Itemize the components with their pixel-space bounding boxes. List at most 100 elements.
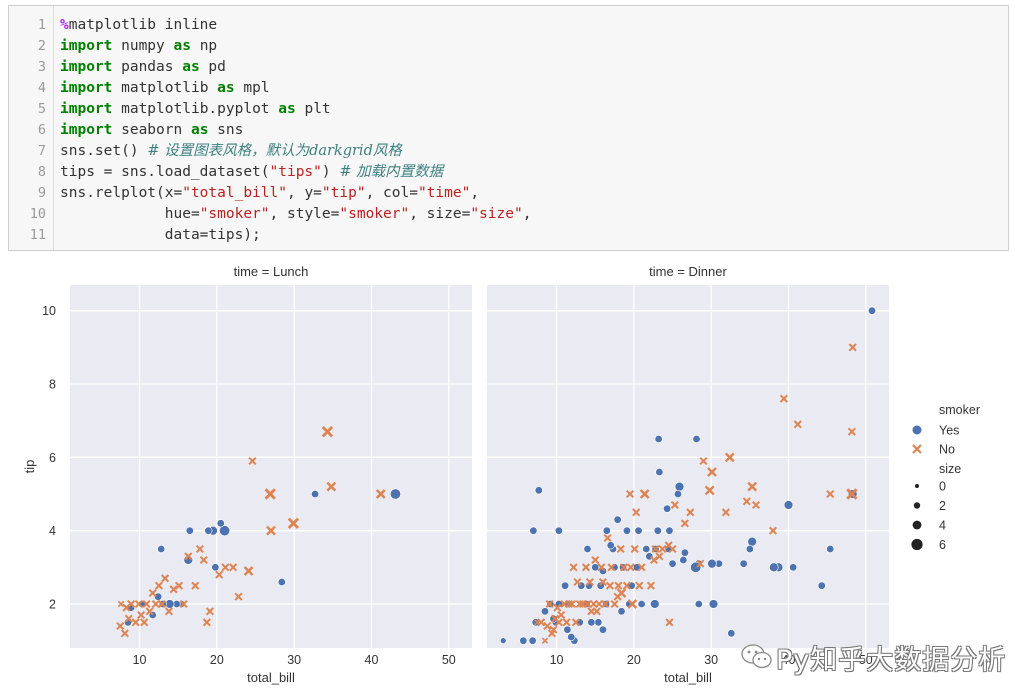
data-point-smoker-yes — [653, 526, 662, 535]
y-axis-label: tip — [22, 460, 37, 474]
data-point-smoker-no — [724, 452, 735, 463]
legend-hue-label: Yes — [939, 424, 959, 438]
x-tick-label: 30 — [287, 653, 301, 667]
data-point-smoker-no — [120, 629, 129, 638]
x-tick-label: 20 — [627, 653, 641, 667]
data-point-smoker-no — [557, 610, 566, 620]
code-token: sns.set() — [60, 143, 148, 159]
data-point-smoker-no — [215, 570, 224, 579]
code-line: 5 import matplotlib.pyplot as plt — [38, 99, 1004, 120]
data-point-smoker-yes — [540, 607, 549, 616]
code-line: 3 import pandas as pd — [38, 57, 1004, 78]
data-point-smoker-yes — [650, 599, 660, 609]
data-point-smoker-no — [140, 618, 149, 627]
data-point-smoker-yes — [587, 618, 596, 627]
data-point-smoker-no — [626, 563, 635, 572]
code-line: 7 sns.set() # 设置图表风格，默认为darkgrid风格 — [38, 141, 1004, 162]
data-point-smoker-no — [587, 607, 596, 616]
data-point-smoker-no — [622, 581, 631, 590]
data-point-smoker-yes — [613, 515, 622, 524]
line-number: 2 — [37, 38, 46, 54]
code-line: 10 hue="smoker", style="smoker", size="s… — [30, 204, 1004, 225]
code-line: 2 import numpy as np — [38, 36, 1004, 57]
data-point-smoker-no — [630, 544, 639, 554]
data-point-smoker-yes — [594, 618, 603, 627]
code-token: plt — [295, 101, 331, 117]
string-token: "smoker" — [199, 206, 270, 222]
data-point-smoker-yes — [529, 526, 538, 535]
data-point-smoker-yes — [204, 526, 213, 535]
data-point-smoker-no — [266, 525, 276, 536]
data-point-smoker-no — [545, 599, 554, 609]
code-token: sns — [208, 122, 244, 138]
code-token: pandas — [112, 59, 183, 75]
data-point-smoker-yes — [655, 468, 664, 477]
panel-background — [70, 285, 472, 648]
data-point-smoker-no — [655, 552, 664, 561]
facet-panel-dinner: 10 20 30 40 50 time = Dinner total_bill — [487, 264, 889, 685]
data-point-smoker-no — [541, 637, 549, 644]
data-point-smoker-no — [550, 614, 560, 623]
data-point-smoker-no — [569, 563, 578, 572]
data-point-smoker-yes — [598, 566, 607, 575]
data-point-smoker-no — [205, 607, 214, 616]
x-tick-label: 10 — [133, 653, 147, 667]
data-point-smoker-no — [625, 489, 635, 499]
data-point-smoker-no — [547, 629, 556, 638]
code-token: , — [522, 206, 532, 222]
data-point-smoker-yes — [707, 558, 717, 569]
data-point-smoker-yes — [591, 563, 600, 572]
comment-token: # 设置图表风格，默认为darkgrid风格 — [147, 143, 402, 159]
data-point-smoker-no — [179, 599, 188, 609]
code-token: matplotlib inline — [68, 17, 218, 33]
code-token: , style= — [269, 206, 340, 222]
keyword-token: as — [182, 59, 200, 75]
data-point-smoker-no — [779, 394, 788, 403]
data-point-smoker-yes — [567, 632, 576, 641]
data-point-smoker-no — [375, 489, 386, 499]
data-point-smoker-no — [605, 581, 614, 590]
data-point-smoker-no — [686, 508, 695, 517]
line-number: 9 — [37, 185, 46, 201]
data-point-smoker-no — [264, 488, 276, 500]
data-point-smoker-no — [632, 508, 641, 517]
x-tick-label: 20 — [210, 653, 224, 667]
facet-panel-lunch: 10 20 30 40 50 2 4 6 8 10 time = Lunch total_bill — [42, 264, 472, 685]
data-point-smoker-no — [747, 481, 758, 492]
data-point-smoker-no — [751, 500, 761, 510]
legend-size-label: 4 — [939, 519, 946, 533]
keyword-token: as — [173, 38, 191, 54]
code-token: numpy — [112, 38, 174, 54]
data-point-smoker-yes — [789, 563, 798, 572]
data-point-smoker-yes — [679, 555, 688, 564]
code-token: , col= — [365, 185, 418, 201]
line-number-gutter — [9, 6, 54, 250]
code-cell[interactable]: 1 %matplotlib inline 2 import numpy as np 3 i… — [8, 5, 1009, 251]
line-number: 5 — [37, 101, 46, 117]
data-point-smoker-no — [124, 614, 133, 623]
data-point-smoker-yes — [634, 526, 643, 535]
line-number: 7 — [37, 143, 46, 159]
code-editor[interactable]: 1 %matplotlib inline 2 import numpy as np 3 i… — [30, 15, 1004, 246]
data-point-smoker-no — [665, 618, 674, 627]
data-point-smoker-yes — [739, 559, 748, 568]
code-token: np — [190, 38, 218, 54]
keyword-token: import — [60, 101, 113, 117]
string-token: "total_bill" — [182, 185, 287, 201]
y-tick-label: 4 — [49, 524, 56, 538]
x-tick-label: 50 — [859, 653, 873, 667]
data-point-smoker-yes — [549, 614, 558, 623]
data-point-smoker-no — [148, 588, 157, 598]
data-point-smoker-no — [553, 603, 562, 612]
legend-size-marker — [912, 520, 922, 530]
code-line: 8 tips = sns.load_dataset("tips") # 加载内置数… — [38, 162, 1004, 183]
data-point-smoker-no — [122, 603, 131, 612]
data-point-smoker-yes — [867, 306, 876, 315]
data-point-smoker-yes — [311, 490, 320, 499]
data-point-smoker-yes — [389, 488, 401, 500]
data-point-smoker-yes — [637, 599, 646, 608]
panel-title: time = Dinner — [649, 264, 727, 279]
data-point-smoker-yes — [747, 536, 757, 547]
data-point-smoker-yes — [674, 481, 685, 492]
